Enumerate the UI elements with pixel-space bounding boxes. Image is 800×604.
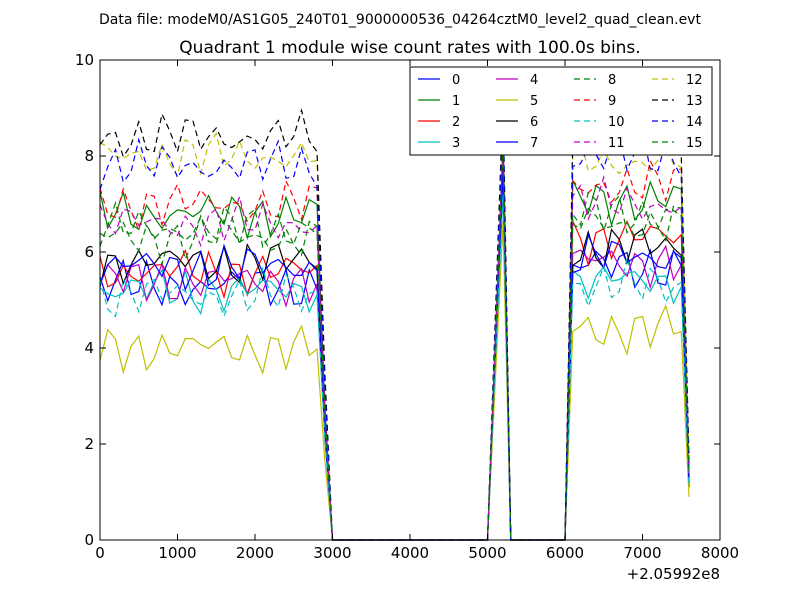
legend-label-14: 14 <box>686 115 703 130</box>
x-tick-label: 0 <box>95 544 105 562</box>
y-tick-label: 6 <box>84 243 94 261</box>
legend-label-15: 15 <box>686 136 703 151</box>
series-line-12 <box>99 112 690 541</box>
legend-label-6: 6 <box>530 115 538 130</box>
x-tick-label: 7000 <box>623 544 661 562</box>
legend-label-9: 9 <box>608 94 616 109</box>
legend-label-8: 8 <box>608 73 616 88</box>
series-layer <box>99 98 690 541</box>
legend-label-0: 0 <box>452 73 460 88</box>
series-line-11 <box>99 146 690 541</box>
legend-label-10: 10 <box>608 115 625 130</box>
series-line-8 <box>99 141 690 541</box>
x-tick-label: 1000 <box>158 544 196 562</box>
y-tick-label: 0 <box>84 531 94 549</box>
legend-label-4: 4 <box>530 73 538 88</box>
y-tick-label: 10 <box>75 51 94 69</box>
series-line-4 <box>99 175 690 541</box>
series-line-5 <box>99 223 690 541</box>
legend-label-12: 12 <box>686 73 703 88</box>
series-line-7 <box>99 170 690 541</box>
legend-label-1: 1 <box>452 94 460 109</box>
chart-title: Quadrant 1 module wise count rates with … <box>179 38 640 58</box>
x-axis-offset-label: +2.05992e8 <box>627 565 720 583</box>
series-line-3 <box>99 189 690 541</box>
y-tick-label: 4 <box>84 339 94 357</box>
x-tick-label: 6000 <box>546 544 584 562</box>
series-line-1 <box>99 151 690 541</box>
x-tick-label: 4000 <box>391 544 429 562</box>
x-tick-label: 2000 <box>236 544 274 562</box>
legend-label-7: 7 <box>530 136 538 151</box>
x-tick-label: 3000 <box>313 544 351 562</box>
legend-label-3: 3 <box>452 136 460 151</box>
series-line-2 <box>99 165 690 541</box>
legend-label-2: 2 <box>452 115 460 130</box>
series-line-9 <box>99 127 690 541</box>
x-tick-label: 5000 <box>468 544 506 562</box>
series-line-6 <box>99 160 690 541</box>
series-line-15 <box>99 146 690 541</box>
legend-box <box>409 66 713 156</box>
figure-suptitle: Data file: modeM0/AS1G05_240T01_90000005… <box>99 12 701 28</box>
x-tick-label: 8000 <box>701 544 739 562</box>
legend-label-13: 13 <box>686 94 703 109</box>
axis-layer <box>99 59 721 541</box>
y-tick-label: 2 <box>84 435 94 453</box>
y-tick-label: 8 <box>84 147 94 165</box>
legend-label-5: 5 <box>530 94 538 109</box>
legend-label-11: 11 <box>608 136 625 151</box>
series-line-14 <box>99 117 690 541</box>
